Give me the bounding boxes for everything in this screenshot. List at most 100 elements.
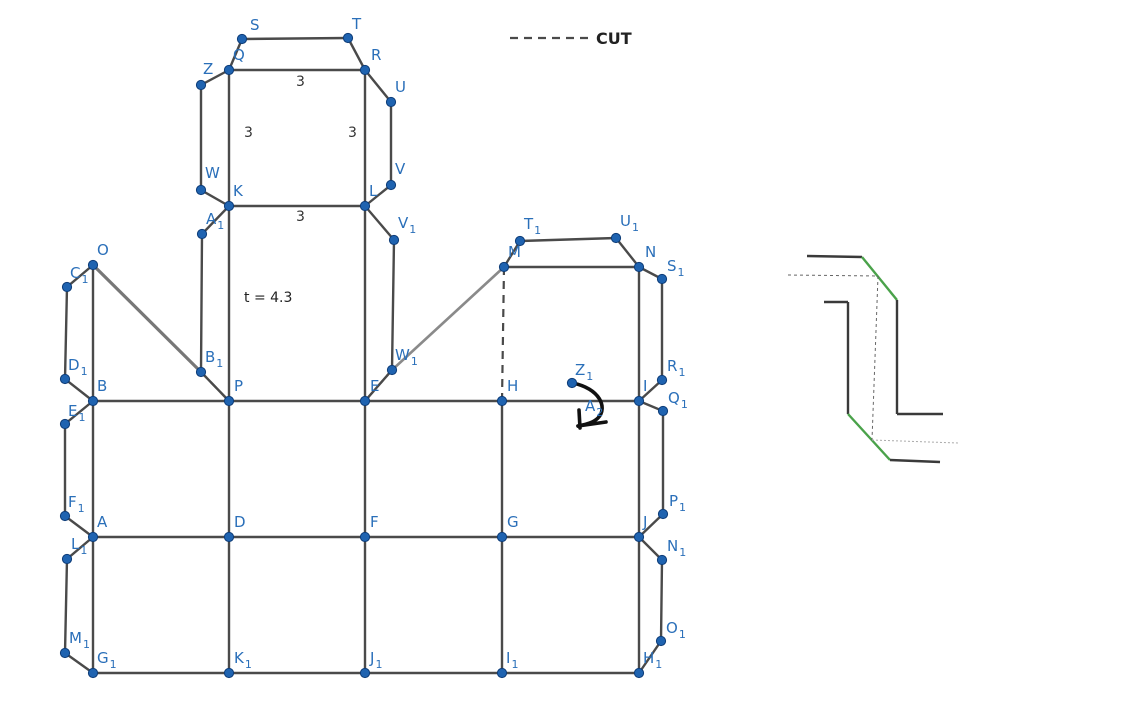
point-label-U: U [395,78,406,96]
point-G1 [87,667,99,679]
point-label-J1: J1 [369,649,382,671]
point-label-Q1: Q1 [668,389,688,411]
point-label-S1: S1 [667,257,685,279]
point-label-K: K [233,182,244,200]
edge-M-W1 [390,265,506,372]
point-M [498,261,510,273]
point-Z [195,79,207,91]
point-label-D1: D1 [68,356,88,378]
point-B [87,395,99,407]
point-label-B: B [97,377,107,395]
point-O [87,259,99,271]
point-label-N: N [645,243,656,261]
point-A1 [196,228,208,240]
left-flaps [63,263,95,675]
arrow-stroke-tail [576,420,608,428]
point-Z1 [566,377,578,389]
points-layer [59,32,669,679]
point-T [342,32,354,44]
flap-U-V [363,68,393,208]
point-K [223,200,235,212]
arrow-head [577,408,582,430]
point-label-F1: F1 [68,493,85,515]
sketch-bottom-foot [889,458,941,464]
point-label-V1: V1 [398,214,416,236]
point-label-H: H [507,377,518,395]
cut-M-H [500,266,506,402]
point-label-P: P [234,377,243,395]
point-U [385,96,397,108]
edge-S-T [240,36,350,41]
point-label-Z: Z [203,60,213,78]
rotation-arrow [570,381,608,430]
point-M1 [59,647,71,659]
dim-qr: 3 [296,74,305,90]
point-label-H1: H1 [643,649,662,671]
point-S1 [656,273,668,285]
point-E [359,395,371,407]
point-E1 [59,418,71,430]
flap-L1-M1 [63,535,95,675]
edge-O-B1 [91,263,203,374]
flap-Q1-P1 [637,399,665,539]
grid-vertical [91,68,641,675]
point-I [633,395,645,407]
right-flaps [637,265,665,675]
sketch-dash-vertical [871,275,879,441]
point-A [87,531,99,543]
cut-W1-E [364,369,393,402]
point-B1 [195,366,207,378]
point-label-M1: M1 [69,629,90,651]
point-label-M: M [508,243,521,261]
top-tower [199,36,393,208]
point-H1 [633,667,645,679]
point-label-P1: P1 [669,492,686,514]
edge-T1-U1 [518,236,618,243]
point-label-A: A [97,513,108,531]
point-label-N1: N1 [667,537,686,559]
point-label-I1: I1 [506,649,518,671]
dim-qk: 3 [244,125,253,141]
point-label-R: R [371,46,381,64]
point-label-T: T [351,15,362,33]
sketch-top-left [806,254,863,259]
point-T1 [514,235,526,247]
point-F [359,531,371,543]
sketch-dot-horizontal [871,439,959,444]
side-sketch [787,254,959,464]
point-F1 [59,510,71,522]
point-O1 [655,635,667,647]
edge-T-R [346,36,367,72]
parameter-t: t = 4.3 [244,290,292,306]
dim-kl: 3 [296,209,305,225]
point-V [385,179,397,191]
sketch-dash-horizontal [787,274,879,277]
point-label-O1: O1 [666,619,686,641]
point-J1 [359,667,371,679]
point-W1 [386,364,398,376]
cut-legend-label: CUT [596,29,632,48]
point-label-F: F [370,513,379,531]
point-N1 [656,554,668,566]
point-W [195,184,207,196]
point-label-S: S [250,16,260,34]
point-R1 [656,374,668,386]
point-label-E: E [370,377,379,395]
point-H [496,395,508,407]
flap-E1-F1 [63,399,95,539]
edge-U1-N [614,236,641,269]
point-label-G1: G1 [97,649,117,671]
point-L1 [61,553,73,565]
point-label-L: L [369,182,378,200]
point-C1 [61,281,73,293]
point-D1 [59,373,71,385]
point-label-U1: U1 [620,212,639,234]
point-label-K1: K1 [234,649,252,671]
diagonals [91,263,506,402]
point-label-Q: Q [233,46,245,64]
dimension-labels: 3 3 3 3 [244,74,357,225]
point-label-Z1: Z1 [575,361,593,383]
point-label-I: I [643,377,647,395]
